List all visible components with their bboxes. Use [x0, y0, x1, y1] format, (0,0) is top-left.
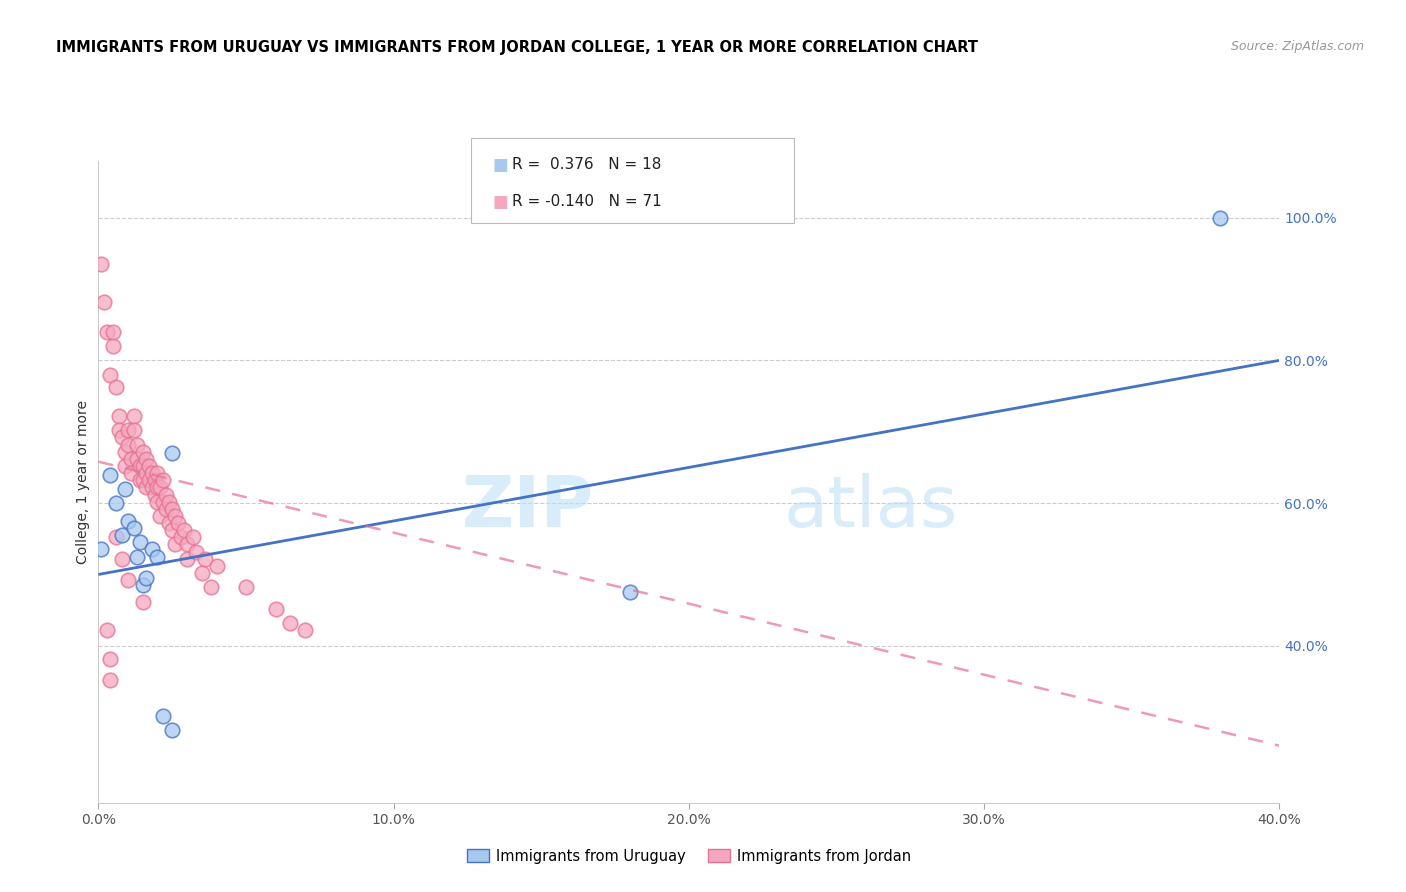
Point [146, 480, 169, 494]
Point [200, 580, 222, 594]
Text: R =  0.376   N = 18: R = 0.376 N = 18 [512, 157, 661, 171]
Point [105, 496, 128, 510]
Point [1209, 211, 1232, 225]
Point [98, 673, 121, 687]
Point [155, 501, 177, 516]
Point [132, 578, 155, 592]
Point [103, 339, 125, 353]
Point [152, 473, 174, 487]
Point [132, 594, 155, 608]
Point [146, 494, 169, 508]
Text: ■: ■ [492, 194, 508, 211]
Point [165, 508, 187, 523]
Point [143, 487, 166, 501]
Point [120, 466, 142, 480]
Point [122, 521, 145, 535]
Point [278, 615, 302, 630]
Point [108, 423, 131, 437]
Point [135, 571, 157, 585]
Point [157, 516, 180, 530]
Point [111, 551, 134, 566]
Point [114, 482, 136, 496]
Point [111, 528, 134, 542]
Point [162, 501, 183, 516]
Point [235, 580, 257, 594]
Point [135, 466, 157, 480]
Text: R = -0.140   N = 71: R = -0.140 N = 71 [512, 194, 662, 209]
Point [111, 430, 134, 444]
Point [184, 544, 207, 558]
Point [98, 651, 121, 665]
Point [162, 446, 183, 460]
Y-axis label: College, 1 year or more: College, 1 year or more [76, 400, 90, 564]
Point [96, 325, 118, 339]
Point [98, 467, 121, 482]
Point [157, 494, 180, 508]
Point [120, 451, 142, 466]
Point [619, 585, 641, 599]
Text: ZIP: ZIP [463, 473, 595, 541]
Point [176, 537, 198, 551]
Point [105, 530, 128, 544]
Point [141, 466, 163, 480]
Legend: Immigrants from Uruguay, Immigrants from Jordan: Immigrants from Uruguay, Immigrants from… [461, 843, 917, 870]
Point [90, 542, 112, 557]
Point [152, 708, 174, 723]
Point [152, 494, 174, 508]
Point [146, 466, 169, 480]
Point [93, 294, 115, 309]
Point [146, 549, 169, 564]
Point [105, 380, 128, 394]
Point [117, 437, 139, 451]
Point [125, 451, 148, 466]
Point [138, 473, 160, 487]
Point [143, 473, 166, 487]
Point [132, 444, 155, 458]
Point [138, 458, 160, 473]
Text: atlas: atlas [783, 473, 957, 541]
Point [135, 480, 157, 494]
Point [114, 458, 136, 473]
Point [128, 458, 150, 473]
Point [122, 409, 145, 423]
Point [141, 542, 163, 557]
Point [125, 437, 148, 451]
Point [181, 530, 204, 544]
Point [103, 325, 125, 339]
Point [176, 551, 198, 566]
Point [167, 516, 190, 530]
Point [117, 573, 139, 587]
Point [141, 480, 163, 494]
Point [128, 473, 150, 487]
Point [108, 409, 131, 423]
Point [117, 514, 139, 528]
Point [162, 723, 183, 737]
Point [149, 508, 172, 523]
Point [149, 480, 172, 494]
Point [194, 551, 217, 566]
Point [128, 535, 150, 549]
Point [132, 458, 155, 473]
Point [191, 566, 214, 580]
Point [162, 523, 183, 537]
Text: Source: ZipAtlas.com: Source: ZipAtlas.com [1230, 40, 1364, 54]
Point [117, 423, 139, 437]
Point [98, 368, 121, 382]
Point [96, 623, 118, 637]
Point [170, 530, 193, 544]
Point [173, 523, 195, 537]
Point [125, 549, 148, 564]
Point [264, 601, 287, 615]
Point [114, 444, 136, 458]
Point [132, 473, 155, 487]
Point [205, 558, 228, 573]
Point [294, 623, 316, 637]
Point [155, 487, 177, 501]
Point [90, 257, 112, 271]
Text: IMMIGRANTS FROM URUGUAY VS IMMIGRANTS FROM JORDAN COLLEGE, 1 YEAR OR MORE CORREL: IMMIGRANTS FROM URUGUAY VS IMMIGRANTS FR… [56, 40, 979, 55]
Point [122, 423, 145, 437]
Point [135, 451, 157, 466]
Text: ■: ■ [492, 156, 508, 174]
Point [165, 537, 187, 551]
